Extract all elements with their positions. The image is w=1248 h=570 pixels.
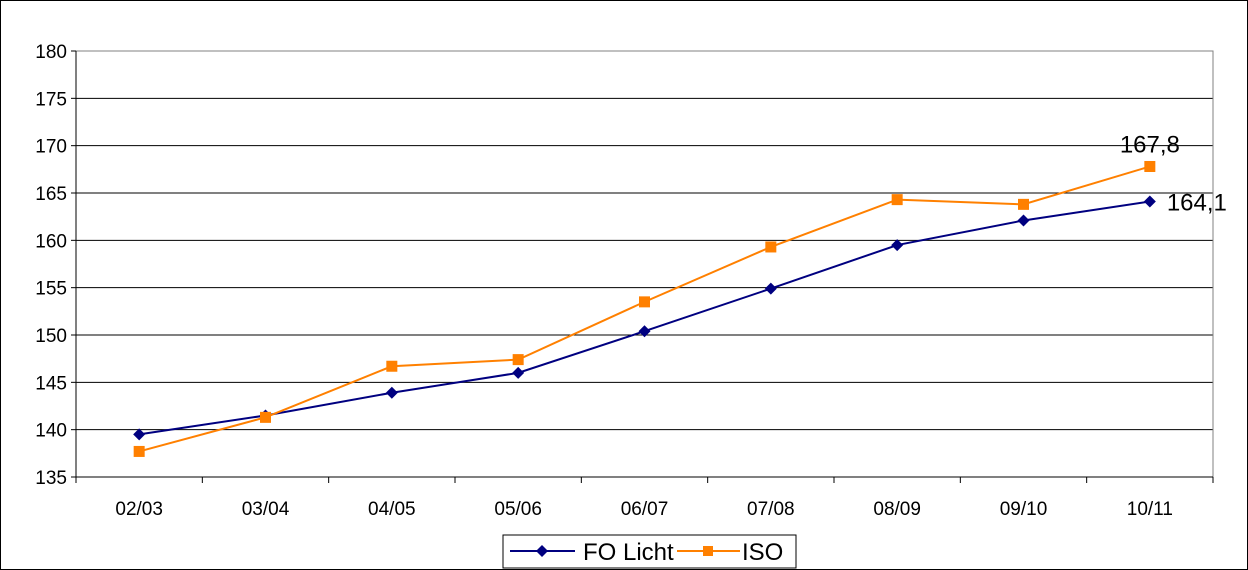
y-tick-label: 140 (35, 421, 67, 442)
legend-label-iso: ISO (742, 539, 783, 566)
data-point-iso (133, 445, 145, 457)
data-point-fo-licht (1017, 214, 1030, 227)
x-tick-label: 07/08 (747, 499, 795, 520)
y-tick-label: 175 (35, 89, 67, 110)
data-point-fo-licht (638, 325, 651, 338)
x-tick-label: 02/03 (115, 499, 163, 520)
data-point-iso (639, 296, 650, 308)
x-tick-label: 10/11 (1127, 499, 1173, 520)
legend-marker-fo-licht (536, 545, 548, 557)
data-point-iso (1144, 160, 1156, 172)
data-point-iso (765, 241, 777, 253)
series-layer (133, 160, 1156, 457)
y-tick-label: 180 (35, 42, 67, 63)
legend-marker-iso (703, 546, 713, 556)
y-tick-label: 155 (35, 279, 67, 300)
x-tick-label: 03/04 (242, 499, 290, 520)
data-point-iso (260, 411, 271, 423)
data-point-iso (512, 354, 524, 366)
y-tick-label: 165 (35, 184, 67, 205)
y-tick-label: 135 (35, 468, 67, 489)
legend: FO Licht ISO (502, 534, 797, 569)
y-tick-label: 150 (35, 326, 67, 347)
data-point-iso (891, 194, 903, 206)
legend-label-fo-licht: FO Licht (583, 539, 674, 566)
y-tick-label: 160 (35, 231, 67, 252)
data-point-fo-licht (512, 366, 525, 379)
x-tick-label: 05/06 (494, 499, 542, 520)
x-tick-label: 08/09 (873, 499, 921, 520)
data-label: 164,1 (1167, 190, 1227, 217)
y-axis: 135 140 145 150 155 160 165 170 175 180 (35, 42, 77, 489)
x-tick-label: 04/05 (368, 499, 416, 520)
data-point-iso (386, 360, 398, 372)
data-label: 167,8 (1120, 131, 1180, 158)
data-point-fo-licht (764, 282, 777, 295)
y-tick-label: 170 (35, 137, 67, 158)
annotation-layer: 167,8 164,1 (1120, 131, 1227, 216)
data-point-fo-licht (133, 428, 146, 441)
data-point-fo-licht (1143, 195, 1156, 208)
data-point-fo-licht (891, 239, 904, 252)
x-tick-label: 06/07 (621, 499, 669, 520)
data-point-iso (1018, 198, 1029, 210)
x-axis: 02/03 03/04 04/05 05/06 06/07 07/08 08/09 09/10… (75, 476, 1214, 520)
y-tick-label: 145 (35, 373, 67, 394)
data-point-fo-licht (385, 386, 398, 399)
x-tick-label: 09/10 (1000, 499, 1048, 520)
